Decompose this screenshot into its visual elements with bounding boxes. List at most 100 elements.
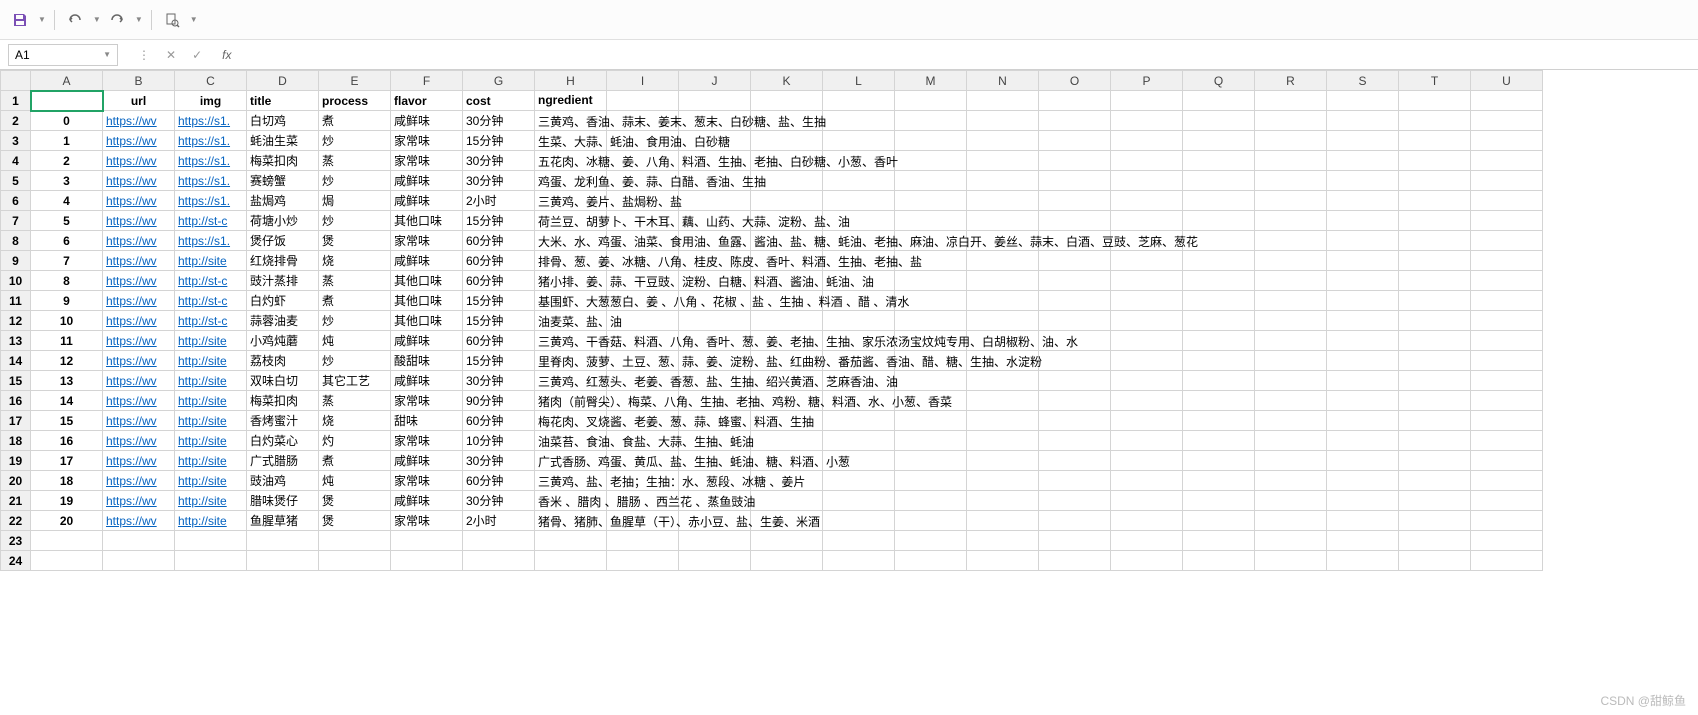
cell-T23[interactable] bbox=[1399, 531, 1471, 551]
cell-P10[interactable] bbox=[1111, 271, 1183, 291]
cell-B17[interactable]: https://wv bbox=[103, 411, 175, 431]
cell-O18[interactable] bbox=[1039, 431, 1111, 451]
link[interactable]: https://wv bbox=[106, 154, 157, 168]
cell-H21[interactable]: 香米 、腊肉 、腊肠 、西兰花 、蒸鱼豉油 bbox=[535, 491, 607, 511]
col-header-J[interactable]: J bbox=[679, 71, 751, 91]
cell-O6[interactable] bbox=[1039, 191, 1111, 211]
cell-D20[interactable]: 豉油鸡 bbox=[247, 471, 319, 491]
cell-D24[interactable] bbox=[247, 551, 319, 571]
cell-C16[interactable]: http://site bbox=[175, 391, 247, 411]
link[interactable]: http://site bbox=[178, 374, 227, 388]
cell-A6[interactable]: 4 bbox=[31, 191, 103, 211]
cell-G4[interactable]: 30分钟 bbox=[463, 151, 535, 171]
row-header-18[interactable]: 18 bbox=[1, 431, 31, 451]
cell-P12[interactable] bbox=[1111, 311, 1183, 331]
cell-T5[interactable] bbox=[1399, 171, 1471, 191]
cell-G14[interactable]: 15分钟 bbox=[463, 351, 535, 371]
cell-C12[interactable]: http://st-c bbox=[175, 311, 247, 331]
cell-Q1[interactable] bbox=[1183, 91, 1255, 111]
cell-F7[interactable]: 其他口味 bbox=[391, 211, 463, 231]
cell-R22[interactable] bbox=[1255, 511, 1327, 531]
link[interactable]: https://wv bbox=[106, 274, 157, 288]
link[interactable]: https://wv bbox=[106, 174, 157, 188]
cell-B15[interactable]: https://wv bbox=[103, 371, 175, 391]
cell-Q17[interactable] bbox=[1183, 411, 1255, 431]
cell-E1[interactable]: process bbox=[319, 91, 391, 111]
cell-B9[interactable]: https://wv bbox=[103, 251, 175, 271]
cell-C13[interactable]: http://site bbox=[175, 331, 247, 351]
link[interactable]: https://wv bbox=[106, 354, 157, 368]
row-header-3[interactable]: 3 bbox=[1, 131, 31, 151]
row-header-5[interactable]: 5 bbox=[1, 171, 31, 191]
link[interactable]: http://site bbox=[178, 254, 227, 268]
cell-E13[interactable]: 炖 bbox=[319, 331, 391, 351]
cell-A11[interactable]: 9 bbox=[31, 291, 103, 311]
cell-S17[interactable] bbox=[1327, 411, 1399, 431]
link[interactable]: http://site bbox=[178, 354, 227, 368]
cell-S1[interactable] bbox=[1327, 91, 1399, 111]
row-header-22[interactable]: 22 bbox=[1, 511, 31, 531]
cell-I1[interactable] bbox=[607, 91, 679, 111]
col-header-R[interactable]: R bbox=[1255, 71, 1327, 91]
link[interactable]: https://s1. bbox=[178, 134, 230, 148]
col-header-M[interactable]: M bbox=[895, 71, 967, 91]
cell-F6[interactable]: 咸鲜味 bbox=[391, 191, 463, 211]
cell-U21[interactable] bbox=[1471, 491, 1543, 511]
cell-P21[interactable] bbox=[1111, 491, 1183, 511]
cell-S15[interactable] bbox=[1327, 371, 1399, 391]
cell-E12[interactable]: 炒 bbox=[319, 311, 391, 331]
cell-F15[interactable]: 咸鲜味 bbox=[391, 371, 463, 391]
cell-R17[interactable] bbox=[1255, 411, 1327, 431]
cell-R7[interactable] bbox=[1255, 211, 1327, 231]
link[interactable]: https://s1. bbox=[178, 194, 230, 208]
cell-Q21[interactable] bbox=[1183, 491, 1255, 511]
cell-C8[interactable]: https://s1. bbox=[175, 231, 247, 251]
cell-U19[interactable] bbox=[1471, 451, 1543, 471]
link[interactable]: https://wv bbox=[106, 234, 157, 248]
cell-S13[interactable] bbox=[1327, 331, 1399, 351]
cell-N4[interactable] bbox=[967, 151, 1039, 171]
cell-C1[interactable]: img bbox=[175, 91, 247, 111]
cell-H15[interactable]: 三黄鸡、红葱头、老姜、香葱、盐、生抽、绍兴黄酒、芝麻香油、油 bbox=[535, 371, 607, 391]
cell-L20[interactable] bbox=[823, 471, 895, 491]
cell-H9[interactable]: 排骨、葱、姜、冰糖、八角、桂皮、陈皮、香叶、料酒、生抽、老抽、盐 bbox=[535, 251, 607, 271]
link[interactable]: https://s1. bbox=[178, 234, 230, 248]
cell-T19[interactable] bbox=[1399, 451, 1471, 471]
cell-A10[interactable]: 8 bbox=[31, 271, 103, 291]
link[interactable]: http://st-c bbox=[178, 294, 227, 308]
link[interactable]: https://wv bbox=[106, 474, 157, 488]
cell-A1[interactable] bbox=[31, 91, 103, 111]
col-header-I[interactable]: I bbox=[607, 71, 679, 91]
cell-G15[interactable]: 30分钟 bbox=[463, 371, 535, 391]
cell-D11[interactable]: 白灼虾 bbox=[247, 291, 319, 311]
row-header-1[interactable]: 1 bbox=[1, 91, 31, 111]
cell-E17[interactable]: 烧 bbox=[319, 411, 391, 431]
cell-L5[interactable] bbox=[823, 171, 895, 191]
cell-P17[interactable] bbox=[1111, 411, 1183, 431]
undo-button[interactable] bbox=[63, 8, 87, 32]
cell-S20[interactable] bbox=[1327, 471, 1399, 491]
cell-Q13[interactable] bbox=[1183, 331, 1255, 351]
cell-F14[interactable]: 酸甜味 bbox=[391, 351, 463, 371]
cell-Q11[interactable] bbox=[1183, 291, 1255, 311]
row-header-4[interactable]: 4 bbox=[1, 151, 31, 171]
cell-A2[interactable]: 0 bbox=[31, 111, 103, 131]
cell-M22[interactable] bbox=[895, 511, 967, 531]
link[interactable]: https://wv bbox=[106, 394, 157, 408]
cell-G10[interactable]: 60分钟 bbox=[463, 271, 535, 291]
cell-E24[interactable] bbox=[319, 551, 391, 571]
cell-P23[interactable] bbox=[1111, 531, 1183, 551]
cell-K1[interactable] bbox=[751, 91, 823, 111]
cell-Q2[interactable] bbox=[1183, 111, 1255, 131]
link[interactable]: https://wv bbox=[106, 214, 157, 228]
cell-M18[interactable] bbox=[895, 431, 967, 451]
cell-E10[interactable]: 蒸 bbox=[319, 271, 391, 291]
cell-R24[interactable] bbox=[1255, 551, 1327, 571]
cell-S2[interactable] bbox=[1327, 111, 1399, 131]
cell-H24[interactable] bbox=[535, 551, 607, 571]
cell-O1[interactable] bbox=[1039, 91, 1111, 111]
cell-N2[interactable] bbox=[967, 111, 1039, 131]
cell-P6[interactable] bbox=[1111, 191, 1183, 211]
cell-G6[interactable]: 2小时 bbox=[463, 191, 535, 211]
cell-Q9[interactable] bbox=[1183, 251, 1255, 271]
